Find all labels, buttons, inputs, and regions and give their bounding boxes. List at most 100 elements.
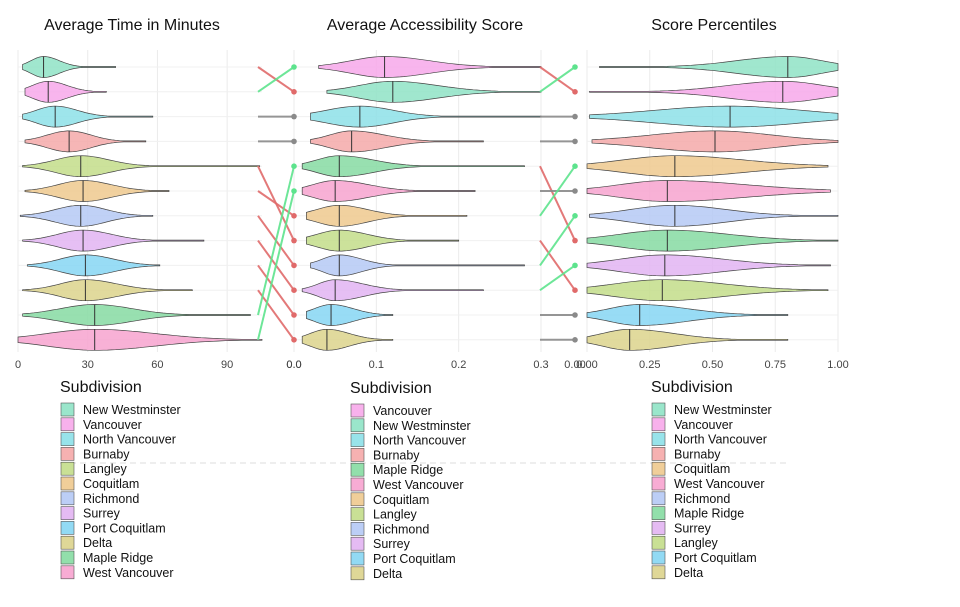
legend-swatch-delta [350,566,365,581]
rank-link-new-westminster [539,66,576,93]
rank-link-dot-langley [572,287,578,294]
rank-link-dot-delta [572,337,578,343]
legend-swatch-richmond [350,522,365,536]
legend-label-new-westminster: New Westminster [373,419,471,433]
legend-label-richmond: Richmond [674,492,730,506]
violin-maple-ridge [301,155,525,178]
x-tick-labels: 0.00 0.25 0.50 0.75 1.00 [576,359,848,371]
link-tick-label: 0.00 [564,359,585,371]
panel-average-time-in-minutes: Average Time in Minutes 0 30 60 90 [15,17,263,371]
violin-panels: Average Time in Minutes 0 30 60 90 Average Ac… [15,17,849,371]
violin-north-vancouver [589,105,839,128]
violin-maple-ridge [586,229,839,252]
legend-swatch-north-vancouver [60,432,75,446]
legend-swatch-langley [60,461,75,476]
legend-label-coquitlam: Coquitlam [674,462,730,476]
legend-swatch-new-westminster [60,402,75,417]
rank-link-dot-west-vancouver [572,188,578,194]
legend-swatch-delta [651,565,666,580]
legend-swatch-north-vancouver [651,432,666,446]
x-tick-label: 0.0 [286,359,301,371]
legend-label-port-coquitlam: Port Coquitlam [674,551,757,565]
panel-title: Score Percentiles [651,17,776,34]
rank-link-richmond [539,215,576,266]
violin-new-westminster [22,56,116,78]
legend-3: Subdivision New WestminsterVancouverNorth… [651,379,772,580]
rank-link-dot-richmond [572,213,578,219]
rank-link-dot-burnaby [572,138,578,145]
legend-label-vancouver: Vancouver [674,418,733,432]
rank-link-dot-new-westminster [291,89,297,95]
legend-label-maple-ridge: Maple Ridge [674,507,744,521]
legend-swatch-burnaby [60,447,75,461]
legend-label-vancouver: Vancouver [83,418,142,432]
panel-average-accessibility-score: Average Accessibility Score 0.0 0.1 0.2 0.3 [286,17,548,371]
rank-link-dot-richmond [291,262,297,269]
legend-swatch-maple-ridge [350,462,365,477]
rank-link-dot-langley [291,237,297,244]
violins [586,56,839,351]
legend-swatch-langley [651,535,666,550]
x-tick-label: 0.50 [702,359,723,371]
rank-link-dot-burnaby [291,138,297,145]
violin-new-westminster [326,80,542,103]
violin-west-vancouver [301,180,476,202]
legend-label-port-coquitlam: Port Coquitlam [83,521,166,535]
x-tick-label: 1.00 [827,359,848,371]
legend-label-west-vancouver: West Vancouver [373,478,464,492]
legend-swatch-langley [350,507,365,521]
rank-link-dot-maple-ridge [572,237,578,244]
x-tick-label: 0 [15,359,21,371]
legend-label-richmond: Richmond [373,522,429,536]
rank-link-dot-surrey [291,287,297,294]
legend-swatch-port-coquitlam [350,551,365,566]
rank-link-delta [257,289,295,341]
violin-burnaby [310,130,484,153]
violins [17,56,263,351]
rank-link-surrey [539,264,576,292]
violin-richmond [310,254,525,277]
rank-link-dot-surrey [572,262,578,269]
violin-port-coquitlam [26,254,161,277]
violin-delta [301,328,394,351]
violin-langley [22,155,261,178]
legend-label-west-vancouver: West Vancouver [674,477,765,491]
legend-swatch-coquitlam [350,492,365,507]
legend-swatch-west-vancouver [350,477,365,492]
rank-link-west-vancouver [257,190,295,341]
rank-link-port-coquitlam [257,264,295,316]
legend-label-north-vancouver: North Vancouver [83,433,176,447]
legend-swatch-maple-ridge [60,550,75,565]
legend-swatch-west-vancouver [651,476,666,491]
legend-swatch-west-vancouver [60,565,75,580]
legend-swatch-port-coquitlam [651,550,666,565]
rank-link-dot-maple-ridge [291,163,297,169]
legend-label-surrey: Surrey [83,507,121,521]
legend-swatch-new-westminster [651,402,666,417]
legend-label-richmond: Richmond [83,492,139,506]
violin-surrey [22,229,205,252]
legend-1: Subdivision New WestminsterVancouverNorth… [60,379,181,580]
x-tick-label: 0.25 [639,359,660,371]
violin-delta [22,279,193,302]
legend-title: Subdivision [60,379,142,396]
legend-title: Subdivision [350,380,432,397]
legend-title: Subdivision [651,379,733,396]
violin-surrey [301,279,484,302]
x-tick-label: 0.75 [765,359,786,371]
legend-label-langley: Langley [373,508,418,522]
legend-label-north-vancouver: North Vancouver [674,433,767,447]
x-tick-labels: 0 30 60 90 [15,359,233,371]
rank-links-2: 0.00 [539,64,586,371]
x-tick-label: 0.1 [369,359,384,371]
legend-swatch-burnaby [651,447,666,461]
rank-link-dot-west-vancouver [291,188,297,194]
legend-label-west-vancouver: West Vancouver [83,566,174,580]
legend-swatch-surrey [60,506,75,520]
violin-delta [586,328,789,351]
violin-port-coquitlam [586,304,789,326]
rank-link-dot-new-westminster [572,64,578,70]
